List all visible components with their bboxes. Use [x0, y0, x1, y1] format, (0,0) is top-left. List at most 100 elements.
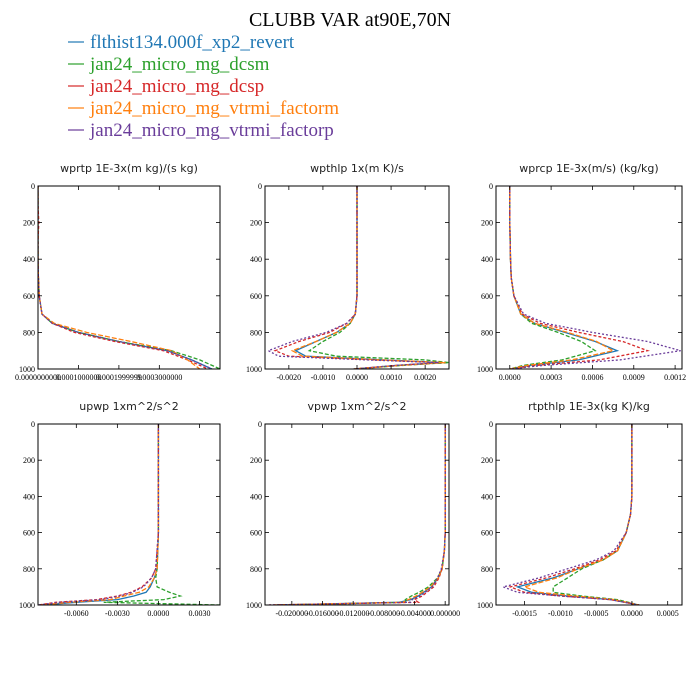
- y-tick-label: 200: [250, 219, 262, 228]
- x-tick-label: 0.0012: [664, 373, 686, 382]
- series-line-4: [38, 186, 201, 369]
- panel-6: rtpthlp 1E-3x(kg K)/kg 0 200 400 600 800 1000 -…: [477, 400, 683, 618]
- y-tick-label: 400: [250, 255, 262, 264]
- y-tick-label: 0: [489, 420, 493, 429]
- x-tick-label: -0.0020: [277, 373, 302, 382]
- y-tick-label: 1000: [477, 601, 493, 610]
- x-tick-label: 0.0003000000: [136, 373, 182, 382]
- panel-title: wpthlp 1x(m K)/s: [310, 162, 404, 175]
- x-tick-label: -0.004000: [398, 609, 431, 618]
- y-tick-label: 0: [489, 182, 493, 191]
- y-tick-label: 1000: [246, 601, 262, 610]
- x-tick-label: -0.008000: [367, 609, 400, 618]
- x-tick-label: -0.0060: [64, 609, 89, 618]
- series-line-1: [38, 186, 213, 369]
- series-group: [38, 186, 220, 369]
- panel-4: upwp 1xm^2/s^2 0 200 400 600 800 1000 -0.0060 -0…: [19, 400, 221, 618]
- series-line-2: [103, 424, 220, 605]
- x-tick-label: 0.0001000000: [55, 373, 101, 382]
- series-group: [38, 424, 220, 605]
- series-line-3: [268, 424, 446, 605]
- x-tick-label: -0.012000: [337, 609, 370, 618]
- panels: wprtp 1E-3x(m kg)/(s kg) 0 200 400 600 800 100…: [15, 162, 686, 618]
- series-line-4: [290, 186, 446, 369]
- legend-entry: jan24_micro_mg_vtrmi_factorp: [89, 120, 334, 141]
- series-line-4: [509, 186, 615, 369]
- x-tick-label: 0.0030: [188, 609, 210, 618]
- x-tick-label: 0.000000: [430, 609, 460, 618]
- y-tick-label: 200: [250, 456, 262, 465]
- series-line-3: [38, 424, 160, 605]
- y-tick-label: 800: [23, 328, 35, 337]
- series-line-1: [276, 424, 446, 605]
- y-tick-label: 600: [481, 292, 493, 301]
- x-tick-label: -0.0015: [512, 609, 537, 618]
- panel-title: upwp 1xm^2/s^2: [79, 400, 179, 413]
- plot-frame: [495, 185, 683, 370]
- x-tick-label: -0.0030: [105, 609, 130, 618]
- series-line-1: [294, 186, 443, 369]
- series-line-5: [38, 424, 160, 605]
- y-tick-label: 800: [481, 565, 493, 574]
- plot-frame: [37, 423, 221, 606]
- y-tick-label: 800: [250, 565, 262, 574]
- panel-1: wprtp 1E-3x(m kg)/(s kg) 0 200 400 600 800 100…: [15, 162, 221, 382]
- x-tick-label: 0.0000: [147, 609, 169, 618]
- y-tick-label: 600: [250, 292, 262, 301]
- y-tick-label: 600: [250, 529, 262, 538]
- series-group: [501, 424, 640, 605]
- plot-frame: [37, 185, 221, 370]
- y-tick-label: 600: [481, 529, 493, 538]
- panel-title: rtpthlp 1E-3x(kg K)/kg: [528, 400, 650, 413]
- series-group: [266, 186, 449, 369]
- series-line-2: [307, 186, 449, 369]
- series-group: [268, 424, 446, 605]
- y-tick-label: 800: [250, 328, 262, 337]
- y-tick-label: 400: [481, 492, 493, 501]
- panel-title: vpwp 1xm^2/s^2: [307, 400, 406, 413]
- panel-2: wpthlp 1x(m K)/s 0 200 400 600 800 1000 -0.0020…: [246, 162, 450, 382]
- y-tick-label: 600: [23, 292, 35, 301]
- series-line-3: [509, 186, 651, 369]
- series-line-3: [273, 186, 443, 369]
- legend-entry: jan24_micro_mg_dcsm: [89, 54, 270, 75]
- y-tick-label: 1000: [246, 365, 262, 374]
- series-line-5: [268, 424, 446, 605]
- series-line-1: [509, 186, 620, 369]
- x-tick-label: -0.020000: [275, 609, 308, 618]
- x-tick-label: 0.0005: [657, 609, 679, 618]
- y-tick-label: 800: [23, 565, 35, 574]
- x-tick-label: 0.0000: [499, 373, 521, 382]
- legend-entry: jan24_micro_mg_dcsp: [89, 76, 264, 97]
- series-line-4: [40, 424, 160, 605]
- x-tick-label: 0.0000: [621, 609, 643, 618]
- series-line-2: [276, 424, 446, 605]
- y-tick-label: 0: [31, 420, 35, 429]
- y-tick-label: 800: [481, 328, 493, 337]
- x-tick-label: -0.0010: [311, 373, 336, 382]
- x-tick-label: 0.0009: [623, 373, 645, 382]
- series-line-5: [38, 186, 213, 369]
- x-tick-label: 0.0010: [380, 373, 402, 382]
- x-tick-label: 0.0001999999: [96, 373, 142, 382]
- x-tick-label: -0.0005: [584, 609, 609, 618]
- series-line-2: [509, 186, 597, 369]
- series-line-5: [509, 186, 681, 369]
- series-line-4: [272, 424, 446, 605]
- panel-5: vpwp 1xm^2/s^2 0 200 400 600 800 1000 -0.020000…: [246, 400, 460, 618]
- plot-frame: [264, 423, 450, 606]
- legend: flthist134.000f_xp2_revertjan24_micro_mg…: [68, 32, 339, 141]
- y-tick-label: 0: [31, 182, 35, 191]
- plot-frame: [495, 423, 683, 606]
- y-tick-label: 600: [23, 529, 35, 538]
- y-tick-label: 1000: [477, 365, 493, 374]
- y-tick-label: 400: [23, 492, 35, 501]
- y-tick-label: 200: [481, 219, 493, 228]
- y-tick-label: 0: [258, 420, 262, 429]
- series-line-1: [515, 424, 640, 605]
- series-line-5: [266, 186, 439, 369]
- series-line-4: [522, 424, 640, 605]
- y-tick-label: 400: [23, 255, 35, 264]
- y-tick-label: 1000: [19, 365, 35, 374]
